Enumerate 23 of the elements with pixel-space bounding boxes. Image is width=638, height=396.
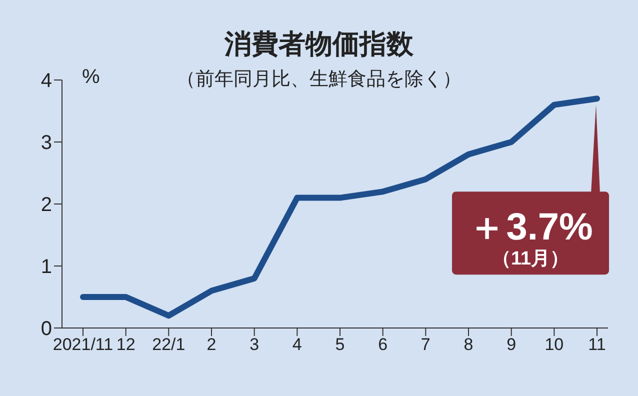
y-tick-label: 2 xyxy=(40,194,52,216)
x-tick-label: 2021/11 xyxy=(52,335,114,354)
x-tick-label: 7 xyxy=(420,335,430,354)
x-tick-label: 11 xyxy=(588,335,606,354)
annotation: ＋3.7% xyxy=(468,206,593,249)
x-tick-label: 6 xyxy=(378,335,388,354)
x-tick-label: 3 xyxy=(250,335,260,354)
annotation: （11月） xyxy=(492,248,570,270)
x-tick-label: 4 xyxy=(292,335,302,354)
x-tick-label: 5 xyxy=(335,335,345,354)
chart-title: 消費者物価指数 xyxy=(223,28,414,61)
y-tick-label: 1 xyxy=(40,256,52,278)
x-tick-label: 12 xyxy=(116,335,136,354)
y-tick-label: 4 xyxy=(40,70,52,92)
chart-subtitle: （前年同月比、生鮮食品を除く） xyxy=(176,69,462,90)
x-tick-label: 8 xyxy=(464,335,474,354)
x-tick-label: 2 xyxy=(206,335,216,354)
x-tick-label: 10 xyxy=(544,335,564,354)
y-tick-label: 3 xyxy=(40,132,52,154)
x-tick-label: 22/1 xyxy=(152,335,186,354)
y-axis-title: % xyxy=(82,66,100,89)
x-tick-label: 9 xyxy=(506,335,516,354)
y-tick-label: 0 xyxy=(40,318,52,340)
